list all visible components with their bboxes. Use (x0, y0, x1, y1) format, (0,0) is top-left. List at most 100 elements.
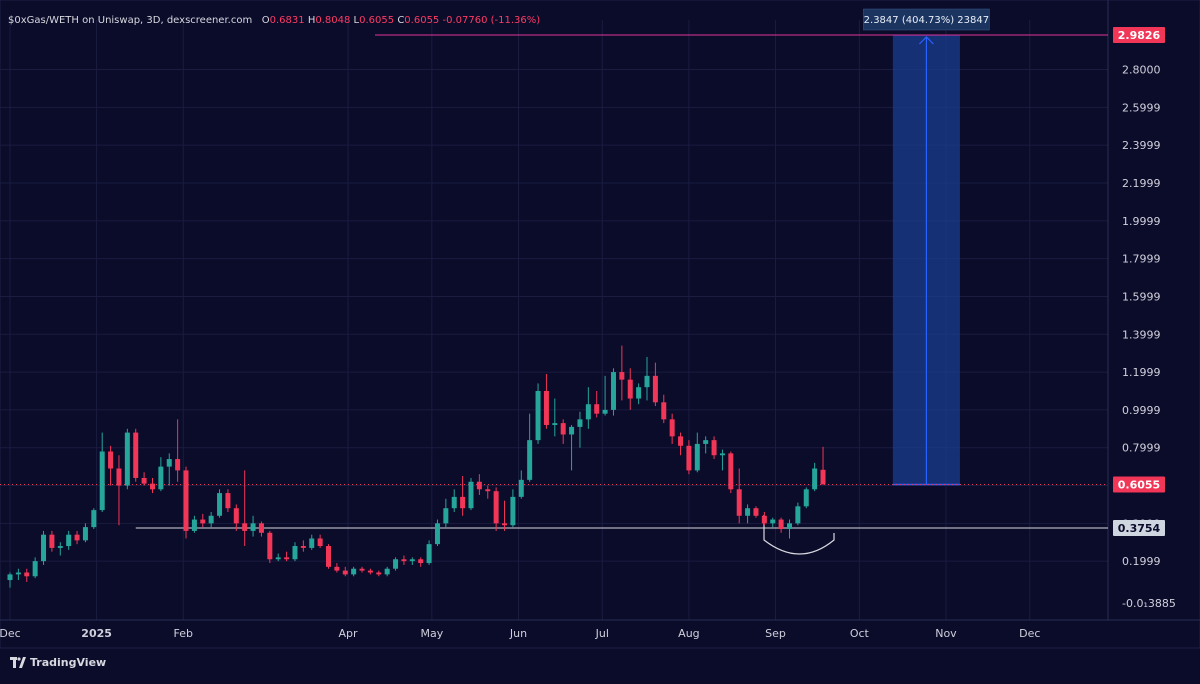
candle-up (393, 559, 399, 569)
y-tick-label: 0.9999 (1122, 404, 1161, 417)
tradingview-brand[interactable]: TradingView (10, 656, 106, 669)
candle-down (175, 459, 181, 471)
candle-down (543, 390, 549, 426)
candle-up (602, 409, 608, 414)
candle-down (502, 523, 508, 526)
candle-up (292, 546, 298, 560)
candle-up (15, 572, 21, 575)
open-label: O (261, 15, 270, 26)
candle-up (518, 479, 524, 497)
candle-up (158, 466, 164, 490)
candle-up (812, 468, 818, 490)
candle-down (200, 519, 206, 524)
candle-up (32, 561, 38, 577)
candle-down (116, 468, 122, 486)
candle-up (443, 508, 449, 524)
candle-up (451, 496, 457, 509)
price-badge-last (1113, 476, 1165, 493)
candle-down (359, 568, 365, 571)
price-badge-label-target: 2.9826 (1118, 29, 1161, 42)
candle-up (795, 506, 801, 524)
price-badge-label-support: 0.3754 (1118, 522, 1161, 535)
y-tick-label: 0.1999 (1122, 555, 1161, 568)
candle-up (7, 574, 13, 581)
y-tick-label: 1.9999 (1122, 215, 1161, 228)
candle-down (49, 534, 55, 548)
candle-up (527, 440, 533, 480)
x-tick-label: Oct (850, 627, 870, 640)
candle-up (208, 515, 214, 524)
candle-down (284, 557, 290, 560)
x-tick-label: Dec (1019, 627, 1040, 640)
candle-up (552, 423, 558, 426)
candle-up (217, 493, 223, 516)
candle-down (401, 559, 407, 562)
candle-down (326, 546, 332, 567)
candle-down (342, 570, 348, 575)
candle-down (242, 523, 248, 531)
candle-up (309, 538, 315, 548)
x-tick-label: May (421, 627, 444, 640)
candle-down (594, 404, 600, 414)
candle-down (233, 508, 239, 524)
hand-drawn-cup (763, 515, 835, 555)
candle-up (745, 508, 751, 516)
candle-down (24, 572, 30, 577)
candle-down (74, 534, 80, 541)
candle-down (736, 489, 742, 516)
candle-down (619, 372, 625, 380)
candle-down (376, 572, 382, 575)
candle-up (41, 534, 47, 562)
y-tick-label: 1.5999 (1122, 290, 1161, 303)
y-tick-label: 1.7999 (1122, 253, 1161, 266)
candle-up (468, 481, 474, 509)
measure-label-box (863, 8, 990, 31)
price-badge-support (1113, 519, 1165, 536)
candle-up (91, 510, 97, 528)
candle-up (409, 559, 415, 562)
x-tick-label: Nov (935, 627, 957, 640)
candle-down (267, 532, 273, 560)
candle-up (82, 527, 88, 541)
candle-up (426, 544, 432, 564)
candle-down (183, 470, 189, 531)
candle-down (669, 419, 675, 437)
high-label: H (307, 15, 316, 26)
candle-down (334, 566, 340, 571)
chart-frame (0, 0, 1200, 649)
candle-down (108, 451, 114, 469)
candle-down (300, 546, 306, 548)
measure-arrow-head (918, 36, 934, 45)
close-value: 0.6055 (404, 15, 440, 26)
candle-down (678, 436, 684, 446)
y-tick-label: 2.3999 (1122, 139, 1161, 152)
tradingview-label: TradingView (30, 656, 107, 669)
candle-down (778, 519, 784, 530)
x-tick-label: Aug (678, 627, 699, 640)
candle-down (820, 469, 826, 485)
candle-up (719, 453, 725, 456)
candle-up (275, 557, 281, 560)
candle-up (577, 419, 583, 427)
candle-down (258, 523, 264, 533)
candle-down (225, 493, 231, 509)
candle-up (99, 451, 105, 511)
y-tick-label: -0.0₁3885 (1122, 597, 1176, 610)
price-badge-target (1113, 27, 1165, 43)
x-tick-label: Jun (509, 627, 527, 640)
candle-up (694, 443, 700, 471)
candle-down (141, 477, 147, 484)
measure-label: 2.3847 (404.73%) 23847 (864, 15, 989, 26)
candle-down (661, 402, 667, 420)
x-tick-label: Apr (339, 627, 359, 640)
y-tick-label: 0.7999 (1122, 442, 1161, 455)
x-tick-label: 2025 (81, 627, 112, 640)
candle-up (803, 489, 809, 507)
candle-up (585, 404, 591, 420)
y-tick-label: 1.3999 (1122, 328, 1161, 341)
x-tick-label: Feb (173, 627, 192, 640)
high-value: 0.8048 (315, 15, 351, 26)
